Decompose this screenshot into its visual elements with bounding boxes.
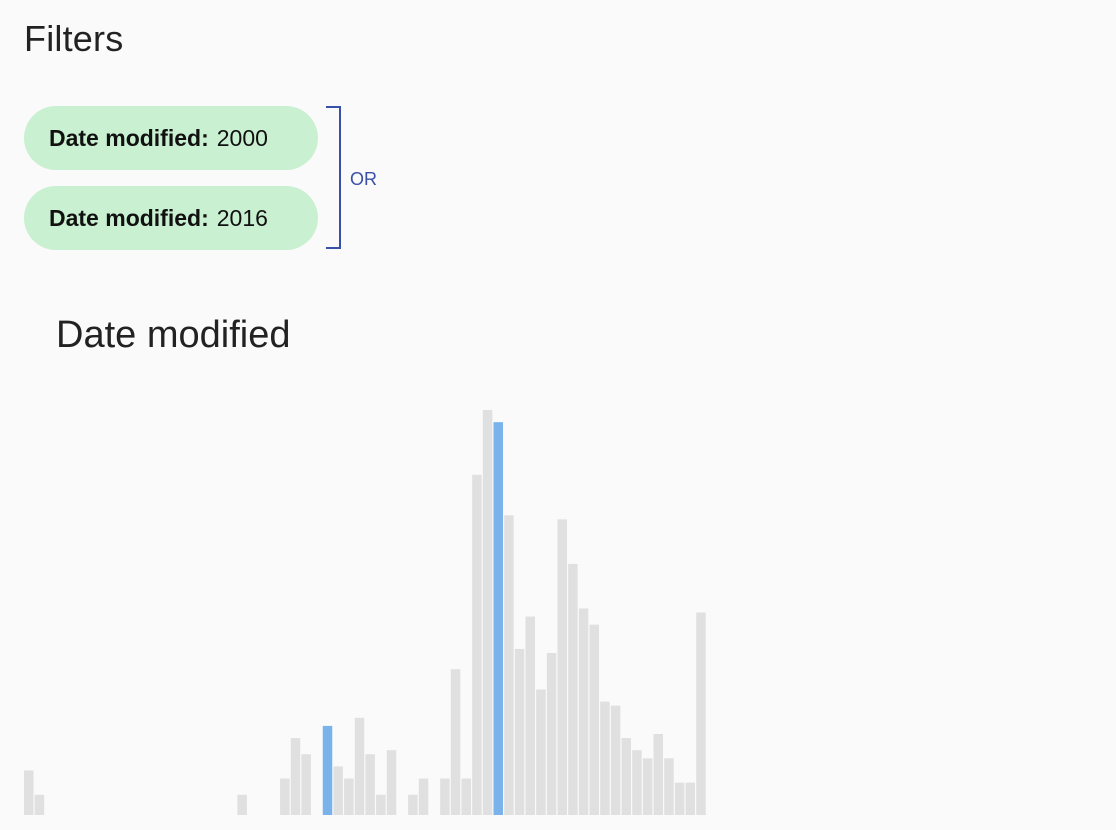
histogram-bar[interactable] [290, 738, 301, 815]
histogram-bar[interactable] [600, 701, 610, 815]
histogram-bar[interactable] [280, 778, 290, 815]
histogram-bar[interactable] [557, 519, 568, 815]
histogram-bar[interactable] [664, 758, 674, 815]
histogram-bar[interactable] [354, 717, 365, 815]
histogram-bar[interactable] [301, 754, 311, 815]
histogram-bar[interactable] [653, 734, 664, 815]
histogram-bar[interactable] [408, 794, 418, 815]
histogram-svg [24, 410, 706, 816]
histogram-bar[interactable] [504, 515, 514, 815]
filters-title: Filters [24, 18, 124, 59]
histogram-bar[interactable] [568, 563, 578, 815]
histogram-bar[interactable] [525, 616, 535, 815]
histogram-bar[interactable] [237, 794, 247, 815]
histogram-bar[interactable] [34, 794, 45, 815]
histogram-bar[interactable] [344, 778, 354, 815]
histogram-bar[interactable] [578, 608, 589, 815]
histogram-bar[interactable] [333, 766, 343, 815]
histogram-bar[interactable] [685, 782, 696, 815]
histogram-bar[interactable] [418, 778, 429, 815]
histogram-bar[interactable] [365, 754, 375, 815]
filter-chip-date-2016[interactable]: Date modified: 2016 [24, 186, 318, 250]
histogram-bar[interactable] [589, 624, 600, 815]
histogram-bar-selected[interactable] [493, 422, 503, 815]
filter-chip-label: Date modified: [49, 204, 209, 231]
histogram-bar[interactable] [674, 782, 685, 815]
histogram-bar[interactable] [632, 750, 642, 815]
histogram-bar[interactable] [610, 705, 621, 815]
histogram-bar[interactable] [386, 750, 397, 815]
histogram-bar[interactable] [536, 689, 546, 815]
histogram-bar[interactable] [24, 770, 34, 815]
filter-chip-value: 2016 [216, 204, 268, 231]
histogram-bar[interactable] [546, 653, 557, 815]
histogram-bar[interactable] [482, 410, 493, 815]
histogram-bar[interactable] [461, 778, 471, 815]
or-combinator-label: OR [350, 169, 377, 189]
filter-chip-label: Date modified: [49, 124, 209, 151]
histogram-bar-selected[interactable] [322, 725, 333, 815]
histogram-bar[interactable] [376, 794, 386, 815]
filter-chip-value: 2000 [216, 124, 268, 151]
chart-title: Date modified [56, 314, 291, 356]
histogram-bar[interactable] [472, 474, 482, 815]
or-bracket [326, 106, 341, 249]
histogram-bar[interactable] [514, 648, 525, 815]
date-modified-histogram [0, 380, 1116, 830]
histogram-bar[interactable] [696, 612, 706, 816]
filter-chip-date-2000[interactable]: Date modified: 2000 [24, 106, 318, 170]
histogram-bar[interactable] [450, 669, 461, 815]
histogram-bar[interactable] [621, 738, 632, 815]
histogram-bar[interactable] [440, 778, 450, 815]
histogram-bar[interactable] [642, 758, 653, 815]
